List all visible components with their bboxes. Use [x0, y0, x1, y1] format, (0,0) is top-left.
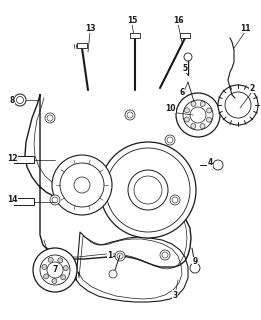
Circle shape	[218, 85, 258, 125]
Circle shape	[206, 117, 212, 122]
Circle shape	[106, 148, 190, 232]
Circle shape	[74, 177, 90, 193]
Text: 15: 15	[127, 15, 137, 25]
Circle shape	[176, 93, 220, 137]
Bar	[130, 33, 140, 38]
Text: 3: 3	[172, 291, 178, 300]
Circle shape	[190, 263, 200, 273]
Text: 6: 6	[179, 87, 185, 97]
Text: 8: 8	[9, 95, 15, 105]
Circle shape	[172, 197, 178, 203]
Circle shape	[160, 250, 170, 260]
Text: 16: 16	[173, 15, 183, 25]
Text: 10: 10	[165, 103, 175, 113]
Circle shape	[184, 117, 189, 122]
Text: 13: 13	[85, 23, 95, 33]
Circle shape	[170, 195, 180, 205]
Circle shape	[207, 108, 212, 113]
Circle shape	[200, 101, 205, 107]
Circle shape	[134, 176, 162, 204]
Circle shape	[60, 163, 104, 207]
Circle shape	[185, 108, 189, 113]
Polygon shape	[25, 95, 191, 267]
Bar	[180, 33, 190, 38]
Circle shape	[61, 275, 66, 280]
Circle shape	[50, 195, 60, 205]
Circle shape	[16, 97, 23, 103]
Circle shape	[127, 112, 133, 118]
Circle shape	[48, 257, 53, 262]
Circle shape	[213, 160, 223, 170]
Text: 7: 7	[52, 266, 58, 275]
Circle shape	[100, 142, 196, 238]
Text: 4: 4	[207, 157, 213, 166]
Circle shape	[125, 110, 135, 120]
Bar	[14, 156, 34, 163]
Text: 14: 14	[7, 196, 17, 204]
Polygon shape	[72, 232, 188, 302]
Circle shape	[184, 53, 192, 61]
Circle shape	[58, 258, 63, 263]
Circle shape	[14, 94, 26, 106]
Circle shape	[52, 197, 58, 203]
Text: 1: 1	[107, 251, 113, 260]
Circle shape	[191, 101, 196, 106]
Bar	[14, 198, 34, 205]
Text: 12: 12	[7, 154, 17, 163]
Circle shape	[63, 266, 68, 271]
Circle shape	[190, 107, 206, 123]
Circle shape	[52, 278, 57, 284]
Circle shape	[115, 251, 125, 261]
Text: 5: 5	[182, 63, 188, 73]
Circle shape	[225, 92, 251, 118]
Circle shape	[117, 253, 123, 259]
Circle shape	[167, 137, 173, 143]
Circle shape	[109, 270, 117, 278]
Text: 9: 9	[192, 258, 198, 267]
Circle shape	[52, 155, 112, 215]
Circle shape	[45, 113, 55, 123]
Bar	[77, 43, 87, 48]
Circle shape	[42, 265, 47, 269]
Circle shape	[183, 100, 213, 130]
Circle shape	[47, 262, 63, 278]
Circle shape	[162, 252, 168, 258]
Circle shape	[128, 170, 168, 210]
Circle shape	[44, 274, 49, 279]
Circle shape	[200, 124, 205, 129]
Circle shape	[40, 255, 70, 285]
Circle shape	[47, 115, 53, 121]
Circle shape	[191, 124, 196, 129]
Text: 2: 2	[249, 84, 255, 92]
Circle shape	[33, 248, 77, 292]
Text: 11: 11	[240, 23, 250, 33]
Circle shape	[165, 135, 175, 145]
